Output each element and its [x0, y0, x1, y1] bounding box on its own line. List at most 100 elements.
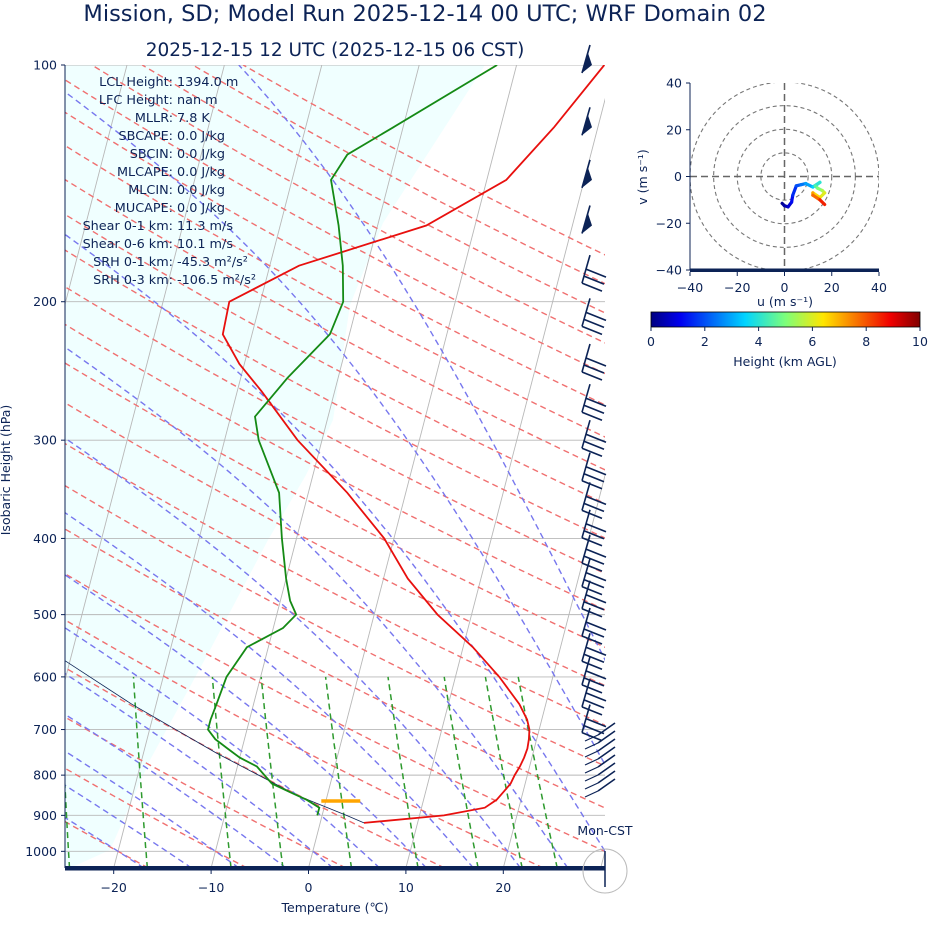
dry-adiabat [65, 178, 605, 471]
wind-barb-feather [584, 766, 599, 774]
skewt-bottom-axis [65, 866, 605, 871]
y-tick-label: 600 [33, 669, 57, 684]
wind-barb-feather [597, 778, 616, 792]
y-tick-label: 100 [33, 58, 57, 73]
hodo-x-tick-label: 0 [781, 280, 789, 295]
hodo-x-tick-label: −40 [677, 280, 703, 295]
y-tick-label: 900 [33, 808, 57, 823]
dry-adiabat [65, 285, 605, 575]
stat-label: SRH 0-3 km: [93, 273, 173, 288]
moist-adiabat [65, 626, 381, 868]
mixing-ratio-line [484, 676, 523, 868]
dry-adiabat [65, 442, 605, 726]
wind-barb [581, 558, 607, 596]
skewt-xlabel: Temperature (℃) [281, 900, 389, 915]
dry-adiabat [65, 144, 605, 438]
colorbar-tick-label: 6 [808, 334, 816, 349]
wind-barb [581, 633, 607, 671]
dewpoint-profile [207, 65, 498, 816]
wind-barbs [581, 44, 616, 798]
mixing-ratio-line [65, 771, 71, 868]
wind-barb [581, 678, 607, 716]
colorbar-gradient [650, 311, 921, 328]
stat-value: 0.0 J/kg [177, 201, 225, 216]
moist-adiabat [65, 713, 287, 868]
dry-adiabat [65, 323, 605, 611]
x-tick-label: 20 [495, 880, 511, 895]
cape-shading [65, 65, 485, 868]
stat-value: 0.0 J/kg [177, 165, 225, 180]
wind-barb-feather [584, 742, 599, 750]
wind-barb [581, 107, 592, 136]
stat-label: Shear 0-6 km: [83, 237, 173, 252]
hodograph: −40 −20 0 20 40 −40 −20 0 20 40 [656, 76, 887, 296]
isotherm [502, 473, 605, 868]
hodo-y-tick-label: 40 [666, 76, 682, 91]
stat-value: 0.0 J/kg [177, 183, 225, 198]
stat-value: 1394.0 m [177, 75, 238, 90]
mixing-ratio-line [443, 676, 479, 868]
wind-barb [581, 254, 607, 292]
colorbar-ticks: 0 2 4 6 8 10 [647, 327, 928, 349]
wind-barb-feather [597, 754, 616, 768]
hodo-y-tick-label: 0 [674, 169, 682, 184]
wind-barb [581, 44, 592, 74]
temperature-profile [221, 65, 605, 824]
x-tick-label: −10 [198, 880, 224, 895]
stat-value: 0.0 J/kg [177, 129, 225, 144]
figure-subtitle: 2025-12-15 12 UTC (2025-12-15 06 CST) [146, 40, 525, 61]
hodo-bottom-axis [690, 268, 879, 272]
mixing-ratio-line [387, 676, 419, 868]
colorbar-label: Height (km AGL) [733, 354, 836, 369]
colorbar-tick-label: 10 [912, 334, 928, 349]
colorbar-tick-label: 2 [701, 334, 709, 349]
wind-barb-feather [597, 738, 616, 752]
y-tick-label: 700 [33, 722, 57, 737]
hodo-x-tick-label: −20 [724, 280, 750, 295]
y-tick-label: 400 [33, 531, 57, 546]
colorbar-tick-label: 4 [755, 334, 763, 349]
wind-barb-feather [584, 750, 599, 758]
wind-barb-feather [597, 762, 616, 776]
stat-label: MLCAPE: [117, 165, 173, 180]
moist-adiabat [65, 437, 522, 868]
wind-barb [581, 607, 607, 645]
hodograph-panel: −40 −20 0 20 40 −40 −20 0 20 40 u (m s⁻¹) v (m s⁻… [635, 76, 887, 310]
wind-barb-feather [584, 790, 599, 798]
hodo-xlabel: u (m s⁻¹) [757, 294, 813, 309]
skewt-ylabel: Isobaric Height (hPa) [0, 405, 13, 536]
calm-wind-circle [582, 848, 628, 894]
hodo-x-tick-label: 40 [871, 280, 887, 295]
mixing-ratio-line [260, 676, 284, 868]
wind-barb-feather [584, 734, 599, 742]
stat-label: SBCAPE: [119, 129, 173, 144]
mixing-ratio-line [132, 676, 149, 868]
wind-barb-feather [597, 746, 616, 760]
wind-barb [581, 343, 607, 381]
wind-barb [581, 452, 607, 490]
dry-adiabat [65, 249, 605, 539]
hodo-y-tick-label: −20 [656, 216, 682, 231]
stat-value: -45.3 m²/s² [177, 255, 248, 270]
stat-value: -106.5 m²/s² [177, 273, 256, 288]
moist-adiabat [65, 511, 474, 868]
dry-adiabat [65, 213, 605, 505]
wind-barb [581, 298, 607, 336]
dry-adiabat [65, 484, 605, 767]
sounding-stats: LCL Height: 1394.0 m LFC Height: nan m MLLR:… [83, 75, 256, 288]
x-tick-label: −20 [101, 880, 127, 895]
isotherm [893, 65, 928, 868]
mixing-ratio-line [517, 676, 559, 868]
hodo-x-tick-label: 20 [824, 280, 840, 295]
stat-value: 0.0 J/kg [177, 147, 225, 162]
isotherm [600, 849, 605, 868]
hodo-y-tick-label: 20 [666, 122, 682, 137]
y-tick-label: 500 [33, 607, 57, 622]
parcel-profile [65, 660, 365, 824]
isotherm [308, 65, 518, 868]
moist-adiabat [65, 346, 569, 868]
isotherm [113, 65, 323, 868]
moist-adiabat [65, 784, 192, 868]
mixing-ratio-line [211, 676, 232, 868]
